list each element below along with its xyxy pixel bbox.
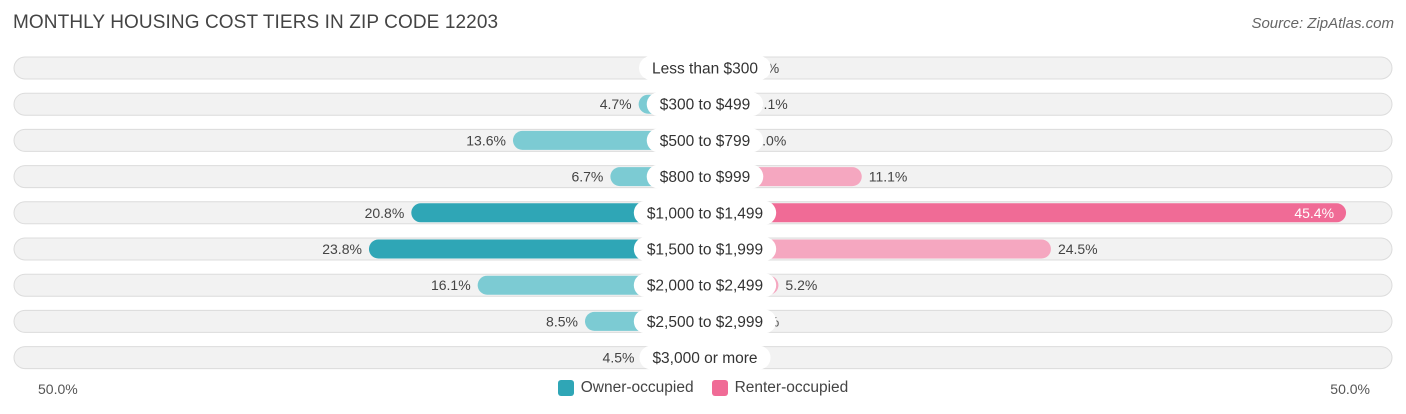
data-label-owner: 16.1%	[431, 277, 471, 293]
data-label-owner: 8.5%	[546, 313, 578, 329]
data-label-owner: 4.5%	[603, 350, 635, 366]
data-label-renter: 45.4%	[1294, 205, 1334, 221]
data-label-owner: 6.7%	[571, 169, 603, 185]
axis-label-right: 50.0%	[1330, 381, 1370, 397]
legend-item-owner: Owner-occupied	[557, 379, 694, 397]
chart-row: 1.4%2.5%Less than $300	[13, 56, 1393, 80]
category-pill	[633, 200, 777, 225]
data-label-owner: 13.6%	[466, 132, 506, 148]
category-label: $1,000 to $1,499	[647, 205, 763, 222]
chart-row: 13.6% 3.0%$500 to $799	[13, 128, 1393, 153]
category-pill	[638, 56, 772, 80]
data-label-renter: 5.2%	[785, 277, 817, 293]
category-label: $1,500 to $1,999	[647, 242, 763, 259]
chart-row: 20.8% 45.4% $1,000 to $1,499	[13, 200, 1393, 225]
category-pill	[633, 237, 777, 261]
legend: Owner-occupied Renter-occupied	[0, 379, 1406, 397]
data-label-owner: 4.7%	[600, 96, 632, 112]
data-label-renter: 11.1%	[869, 169, 908, 185]
chart-row: 6.7% 11.1% $800 to $999	[13, 164, 1393, 189]
category-label: $2,500 to $2,999	[647, 314, 763, 331]
bar-owner	[368, 239, 715, 259]
chart-row: 16.1% 5.2% $2,000 to $2,499	[13, 273, 1393, 298]
bar-renter	[695, 203, 1347, 223]
legend-swatch-renter	[711, 380, 728, 396]
chart-row: 8.5%2.5%$2,500 to $2,999	[13, 309, 1393, 334]
category-label: $500 to $799	[660, 133, 751, 150]
data-label-renter: 24.5%	[1058, 241, 1098, 257]
chart-row: 4.5%1.8%$3,000 or more	[13, 345, 1393, 370]
axis-label-left: 50.0%	[38, 381, 78, 397]
category-pill	[633, 273, 777, 298]
chart-area: 1.4%2.5%Less than $300 4.7% 3.1% $300 to $4…	[13, 56, 1393, 370]
legend-swatch-owner	[557, 380, 574, 396]
chart-row: 23.8% 24.5% $1,500 to $1,999	[13, 237, 1393, 261]
chart-title: MONTHLY HOUSING COST TIERS IN ZIP CODE 1…	[13, 12, 499, 33]
category-pill	[646, 128, 764, 153]
category-label: $3,000 or more	[652, 350, 757, 367]
data-label-renter: 3.1%	[756, 96, 788, 112]
legend-item-renter: Renter-occupied	[711, 379, 849, 397]
source-label: Source: ZipAtlas.com	[1251, 15, 1394, 32]
category-pill	[633, 309, 777, 334]
category-label: $2,000 to $2,499	[647, 278, 763, 295]
category-pill	[646, 92, 764, 117]
category-label: $800 to $999	[660, 169, 751, 186]
bar-renter	[695, 239, 1051, 259]
data-label-owner: 20.8%	[365, 205, 405, 221]
legend-label-owner: Owner-occupied	[580, 379, 694, 396]
data-label-owner: 23.8%	[322, 241, 362, 257]
chart-row: 4.7% 3.1% $300 to $499	[13, 92, 1393, 117]
category-pill	[646, 164, 764, 189]
category-label: $300 to $499	[660, 97, 751, 114]
category-label: Less than $300	[652, 61, 758, 78]
legend-label-renter: Renter-occupied	[734, 379, 849, 396]
category-pill	[639, 345, 771, 370]
